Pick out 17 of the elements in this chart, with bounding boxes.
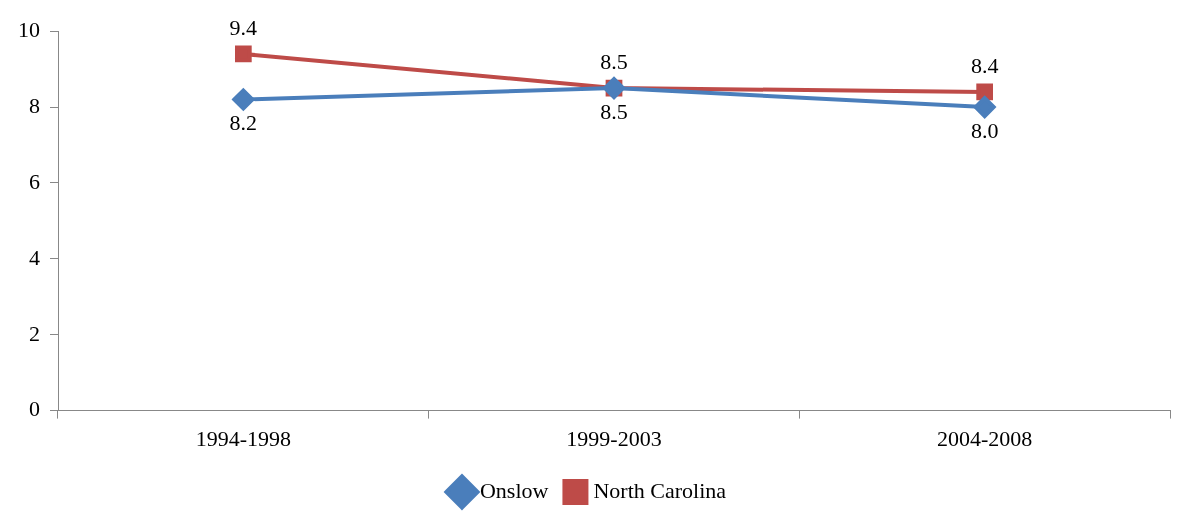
data-label: 8.5 (600, 48, 628, 74)
x-tick-label: 2004-2008 (937, 425, 1033, 451)
legend-label: Onslow (479, 477, 549, 503)
y-tick-label: 10 (18, 16, 40, 42)
data-label: 8.2 (229, 110, 258, 136)
y-tick-label: 2 (29, 320, 40, 346)
data-label: 8.4 (970, 52, 999, 78)
y-tick-label: 8 (29, 92, 40, 118)
y-tick-label: 4 (29, 244, 40, 270)
x-tick-label: 1999-2003 (566, 425, 662, 451)
y-tick-label: 0 (29, 396, 40, 422)
x-tick-label: 1994-1998 (195, 425, 291, 451)
data-label: 9.4 (229, 14, 258, 40)
data-label: 8.0 (970, 117, 999, 143)
y-tick-label: 6 (29, 168, 40, 194)
legend-label: North Carolina (593, 477, 727, 503)
data-label: 8.5 (600, 98, 628, 124)
